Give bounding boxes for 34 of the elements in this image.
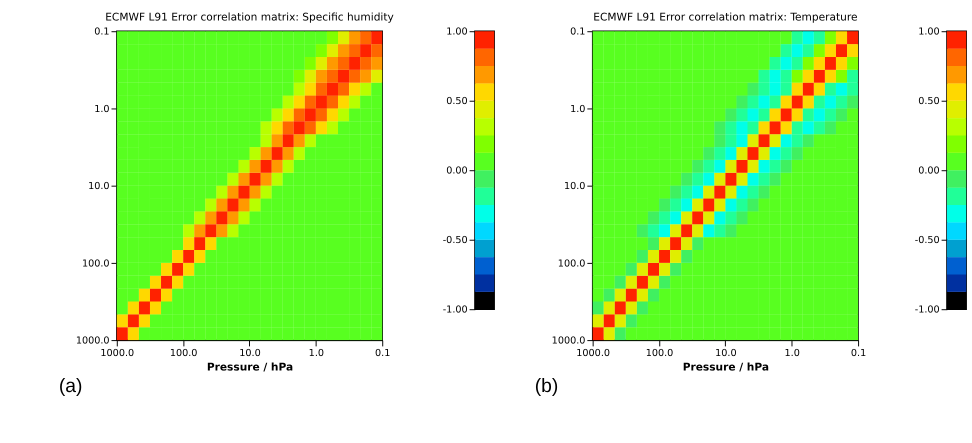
x-tick-label: 0.1 <box>375 348 390 360</box>
x-tick-label: 1.0 <box>308 348 324 360</box>
color-bar-label: 0.50 <box>918 96 940 108</box>
x-axis-title: Pressure / hPa <box>206 360 294 374</box>
y-tick-label: 1000.0 <box>76 335 110 346</box>
color-bar-label: -1.00 <box>914 304 940 316</box>
x-tick-label: 10.0 <box>715 348 737 360</box>
x-tick-label: 10.0 <box>239 348 261 360</box>
x-tick-label: 1.0 <box>784 348 800 360</box>
chart-title: ECMWF L91 Error correlation matrix: Temperature <box>593 10 858 24</box>
y-tick-label: 10.0 <box>88 181 110 192</box>
y-tick-label: 1000.0 <box>552 335 586 346</box>
y-tick-label: 100.0 <box>82 258 110 270</box>
y-tick-label: 100.0 <box>558 258 586 270</box>
color-bar-label: 0.00 <box>918 166 940 177</box>
y-tick-label: 0.1 <box>94 26 110 38</box>
color-bar-label: -0.50 <box>914 235 940 246</box>
x-tick-label: 0.1 <box>850 348 866 360</box>
color-bar-label: 1.00 <box>918 26 940 38</box>
chart-title: ECMWF L91 Error correlation matrix: Specific humidity <box>105 10 394 24</box>
color-bar-label: -1.00 <box>442 304 468 316</box>
y-tick-label: 10.0 <box>564 181 586 192</box>
x-axis-title: Pressure / hPa <box>682 360 770 374</box>
x-tick-label: 100.0 <box>170 348 198 360</box>
color-bar-label: 1.00 <box>446 26 468 38</box>
color-bar-label: 0.00 <box>446 166 468 177</box>
text: (a) <box>58 376 82 398</box>
x-tick-label: 100.0 <box>646 348 674 360</box>
y-tick-label: 1.0 <box>94 104 110 115</box>
color-bar-label: 0.50 <box>446 96 468 108</box>
y-tick-label: 1.0 <box>570 104 586 115</box>
text: (b) <box>534 376 558 398</box>
y-tick-label: 0.1 <box>570 26 586 38</box>
color-bar-label: -0.50 <box>442 235 468 246</box>
